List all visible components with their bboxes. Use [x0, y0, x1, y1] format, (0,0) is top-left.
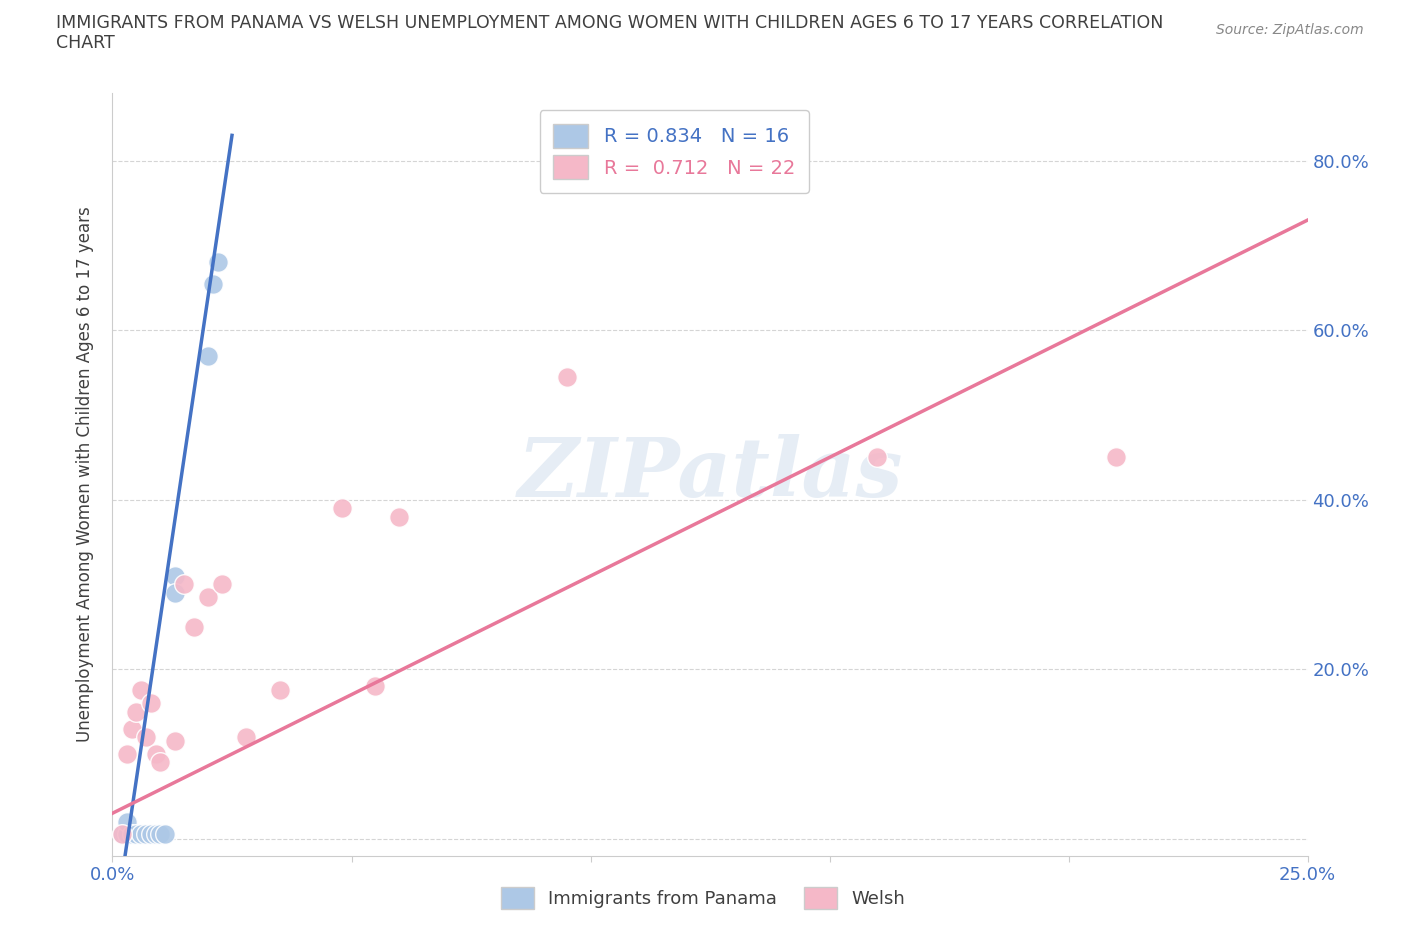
Point [129, 827, 152, 842]
Point [145, 827, 167, 842]
Point [115, 747, 138, 762]
Text: CHART: CHART [56, 34, 115, 52]
Point [197, 590, 219, 604]
Point [163, 568, 186, 583]
Point [866, 450, 889, 465]
Text: IMMIGRANTS FROM PANAMA VS WELSH UNEMPLOYMENT AMONG WOMEN WITH CHILDREN AGES 6 TO: IMMIGRANTS FROM PANAMA VS WELSH UNEMPLOY… [56, 14, 1164, 32]
Point [139, 827, 162, 842]
Point [125, 827, 148, 842]
Text: Source: ZipAtlas.com: Source: ZipAtlas.com [1216, 23, 1364, 37]
Point [129, 683, 152, 698]
Point [173, 577, 195, 591]
Y-axis label: Unemployment Among Women with Children Ages 6 to 17 years: Unemployment Among Women with Children A… [76, 206, 94, 742]
Point [183, 619, 205, 634]
Point [555, 369, 578, 384]
Point [388, 510, 411, 525]
Point [211, 577, 233, 591]
Point [235, 729, 257, 744]
Point [163, 734, 186, 749]
Point [149, 827, 172, 842]
Point [115, 827, 138, 842]
Point [269, 683, 291, 698]
Point [125, 704, 148, 719]
Point [145, 747, 167, 762]
Point [330, 500, 353, 515]
Legend: R = 0.834   N = 16, R =  0.712   N = 22: R = 0.834 N = 16, R = 0.712 N = 22 [540, 111, 808, 193]
Point [115, 815, 138, 830]
Text: ZIPatlas: ZIPatlas [517, 434, 903, 514]
Point [111, 827, 134, 842]
Point [1105, 450, 1128, 465]
Point [364, 679, 387, 694]
Point [153, 827, 176, 842]
Point [149, 755, 172, 770]
Point [135, 729, 157, 744]
Point [207, 255, 229, 270]
Point [139, 696, 162, 711]
Legend: Immigrants from Panama, Welsh: Immigrants from Panama, Welsh [494, 880, 912, 916]
Point [121, 721, 143, 736]
Point [135, 827, 157, 842]
Point [163, 586, 186, 601]
Point [197, 348, 219, 363]
Point [201, 276, 224, 291]
Point [111, 827, 134, 842]
Point [121, 827, 143, 842]
